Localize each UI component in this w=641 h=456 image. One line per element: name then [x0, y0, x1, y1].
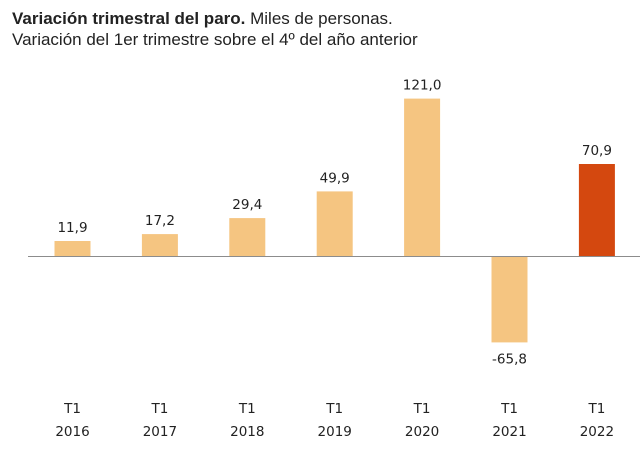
bar-0 [54, 241, 91, 257]
x-tick-label-5-year: 2021 [492, 424, 526, 440]
bar-6 [578, 164, 615, 257]
x-tick-label-3-year: 2019 [318, 424, 352, 440]
x-tick-label-2-year: 2018 [230, 424, 264, 440]
bar-4 [404, 98, 441, 257]
chart-title-units: Miles de personas. [245, 9, 393, 28]
x-tick-label-4-quarter: T1 [413, 401, 431, 417]
bar-1 [141, 234, 178, 257]
x-tick-label-0-quarter: T1 [63, 401, 81, 417]
data-label-5: -65,8 [492, 351, 527, 367]
x-tick-label-5-quarter: T1 [500, 401, 518, 417]
x-tick-label-3-quarter: T1 [325, 401, 343, 417]
bar-2 [229, 218, 266, 257]
data-label-4: 121,0 [403, 78, 442, 94]
x-tick-label-4-year: 2020 [405, 424, 439, 440]
x-tick-label-6-year: 2022 [580, 424, 614, 440]
bar-3 [316, 191, 353, 257]
data-label-0: 11,9 [57, 220, 87, 236]
x-tick-label-2-quarter: T1 [238, 401, 256, 417]
x-tick-label-6-quarter: T1 [587, 401, 605, 417]
bar-5 [491, 256, 528, 343]
chart-title-bold: Variación trimestral del paro. [12, 9, 246, 28]
chart-title-block: Variación trimestral del paro. Miles de … [12, 8, 632, 50]
data-label-6: 70,9 [582, 143, 612, 159]
data-label-1: 17,2 [145, 213, 175, 229]
chart-title: Variación trimestral del paro. Miles de … [12, 8, 632, 29]
x-tick-label-1-quarter: T1 [150, 401, 168, 417]
x-tick-label-0-year: 2016 [55, 424, 89, 440]
data-label-3: 49,9 [320, 170, 350, 186]
x-tick-label-1-year: 2017 [143, 424, 177, 440]
data-label-2: 29,4 [232, 197, 262, 213]
chart-subtitle: Variación del 1er trimestre sobre el 4º … [12, 30, 418, 49]
